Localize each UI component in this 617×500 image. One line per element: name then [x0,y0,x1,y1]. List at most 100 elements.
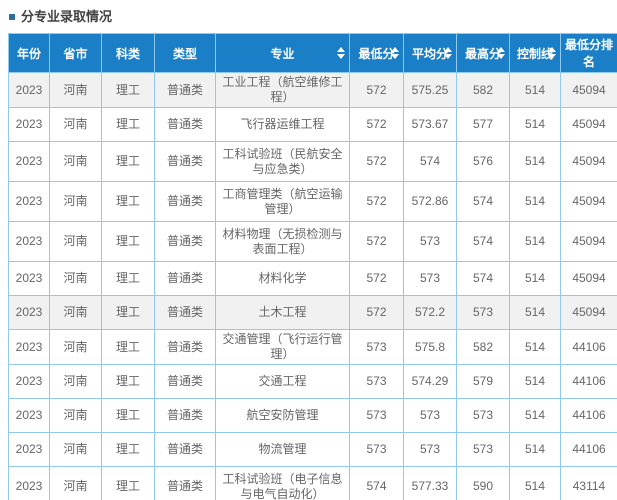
subject-category-cell: 理工 [101,72,155,108]
max-score-cell: 590 [456,466,510,500]
year-cell: 2023 [8,261,50,296]
column-header-max-score[interactable]: 最高分 [456,33,510,73]
column-header-year: 年份 [8,33,50,73]
sort-icon[interactable] [337,47,345,59]
subject-category-cell: 理工 [101,432,155,467]
type-cell: 普通类 [154,141,216,182]
table-row: 2023 河南 理工 普通类 物流管理 573 573 573 514 44106 [8,432,617,467]
max-score-cell: 582 [456,329,510,365]
column-header-avg-score[interactable]: 平均分 [403,33,457,73]
column-header-label: 年份 [16,46,41,61]
min-score-cell: 573 [349,398,404,433]
province-cell: 河南 [49,72,102,108]
table-row: 2023 河南 理工 普通类 交通工程 573 574.29 579 514 44106 [8,364,617,399]
column-header-label: 最低分排名 [564,38,613,69]
column-header-label: 科类 [115,46,140,61]
type-cell: 普通类 [154,261,216,296]
year-cell: 2023 [8,72,50,108]
min-score-rank-cell: 45094 [560,141,617,182]
avg-score-cell: 575.8 [403,329,457,365]
avg-score-cell: 573 [403,221,457,262]
province-cell: 河南 [49,398,102,433]
column-header-control-line[interactable]: 控制线 [509,33,561,73]
min-score-cell: 572 [349,221,404,262]
min-score-cell: 573 [349,432,404,467]
major-cell: 工商管理类（航空运输管理） [215,181,350,222]
min-score-cell: 573 [349,329,404,365]
control-line-cell: 514 [509,432,561,467]
max-score-cell: 574 [456,221,510,262]
control-line-cell: 514 [509,364,561,399]
avg-score-cell: 574.29 [403,364,457,399]
subject-category-cell: 理工 [101,329,155,365]
year-cell: 2023 [8,221,50,262]
admission-score-table: 年份 省市 科类 类型 专业 最低分 平均分 最高分 控制线 最低分排名 2023 河南 理工 普通类工… [8,33,617,500]
max-score-cell: 582 [456,72,510,108]
subject-category-cell: 理工 [101,261,155,296]
max-score-cell: 579 [456,364,510,399]
max-score-cell: 573 [456,432,510,467]
type-cell: 普通类 [154,72,216,108]
min-score-cell: 572 [349,295,404,330]
column-header-min-score[interactable]: 最低分 [349,33,404,73]
sort-icon[interactable] [497,47,505,59]
column-header-major[interactable]: 专业 [215,33,350,73]
sort-icon[interactable] [391,47,399,59]
table-row: 2023 河南 理工 普通类 土木工程 572 572.2 573 514 45094 [8,295,617,330]
table-row: 2023 河南 理工 普通类 交通管理（飞行运行管理） 573 575.8 582 514 441… [8,329,617,365]
control-line-cell: 514 [509,72,561,108]
major-cell: 交通工程 [215,364,350,399]
year-cell: 2023 [8,398,50,433]
min-score-cell: 574 [349,466,404,500]
province-cell: 河南 [49,261,102,296]
min-score-rank-cell: 45094 [560,107,617,142]
type-cell: 普通类 [154,181,216,222]
max-score-cell: 576 [456,141,510,182]
min-score-rank-cell: 44106 [560,329,617,365]
type-cell: 普通类 [154,466,216,500]
control-line-cell: 514 [509,141,561,182]
column-header-label: 控制线 [516,46,553,61]
type-cell: 普通类 [154,295,216,330]
type-cell: 普通类 [154,107,216,142]
sort-icon[interactable] [548,47,556,59]
min-score-cell: 572 [349,72,404,108]
table-row: 2023 河南 理工 普通类 工业工程（航空维修工程） 572 575.25 582 514 45… [8,72,617,108]
table-row: 2023 河南 理工 普通类 工科试验班（电子信息与电气自动化） 574 577.33 590… [8,466,617,500]
table-row: 2023 河南 理工 普通类 材料物理（无损检测与表面工程） 572 573 574 514 45… [8,221,617,262]
min-score-rank-cell: 45094 [560,181,617,222]
column-header-label: 类型 [172,46,197,61]
min-score-cell: 572 [349,261,404,296]
type-cell: 普通类 [154,329,216,365]
max-score-cell: 577 [456,107,510,142]
subject-category-cell: 理工 [101,295,155,330]
max-score-cell: 573 [456,295,510,330]
control-line-cell: 514 [509,181,561,222]
province-cell: 河南 [49,181,102,222]
min-score-cell: 573 [349,364,404,399]
section-title: 分专业录取情况 [21,9,113,24]
max-score-cell: 573 [456,398,510,433]
column-header-label: 专业 [270,46,295,61]
column-header-province: 省市 [49,33,102,73]
table-row: 2023 河南 理工 普通类 飞行器运维工程 572 573.67 577 514 45094 [8,107,617,142]
min-score-cell: 572 [349,141,404,182]
major-cell: 航空安防管理 [215,398,350,433]
subject-category-cell: 理工 [101,466,155,500]
type-cell: 普通类 [154,364,216,399]
province-cell: 河南 [49,432,102,467]
table-row: 2023 河南 理工 普通类 工科试验班（民航安全与应急类） 572 574 576 514 45… [8,141,617,182]
min-score-rank-cell: 45094 [560,295,617,330]
type-cell: 普通类 [154,432,216,467]
avg-score-cell: 573.67 [403,107,457,142]
sort-icon[interactable] [444,47,452,59]
table-header-row: 年份 省市 科类 类型 专业 最低分 平均分 最高分 控制线 最低分排名 [8,33,617,73]
subject-category-cell: 理工 [101,181,155,222]
major-cell: 材料化学 [215,261,350,296]
year-cell: 2023 [8,181,50,222]
year-cell: 2023 [8,141,50,182]
subject-category-cell: 理工 [101,141,155,182]
type-cell: 普通类 [154,398,216,433]
province-cell: 河南 [49,364,102,399]
min-score-cell: 572 [349,107,404,142]
